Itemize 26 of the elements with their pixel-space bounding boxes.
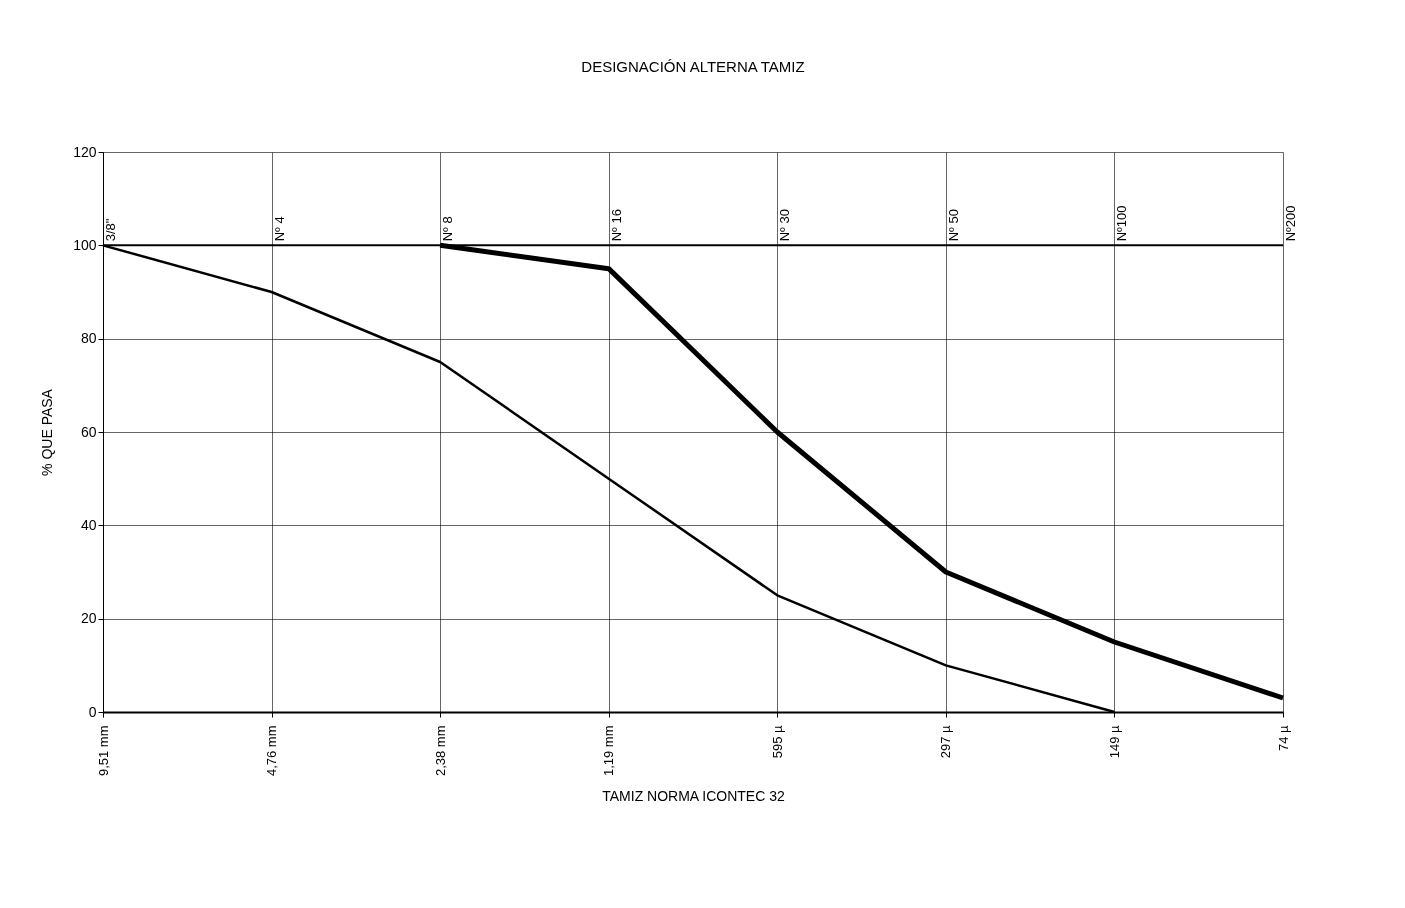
x-tick-label: 1,19 mm <box>601 725 617 777</box>
x-tick-label: 74 µ <box>1275 724 1291 752</box>
annotation: Nº 8 <box>440 216 456 242</box>
x-tick-label: 9,51 mm <box>95 725 111 777</box>
x-tick-label: 595 µ <box>769 725 785 759</box>
x-tick-label: 4,76 mm <box>264 725 280 777</box>
chart-title: DESIGNACIÓN ALTERNA TAMIZ <box>581 58 805 75</box>
y-axis-title: % QUE PASA <box>39 388 56 476</box>
annotation: Nº 50 <box>945 209 961 242</box>
y-tick-label: 100 <box>73 236 97 253</box>
y-tick-label: 120 <box>73 143 97 160</box>
y-tick-label: 20 <box>80 610 97 627</box>
y-tick-label: 80 <box>80 330 97 347</box>
y-tick-label: 40 <box>80 516 97 533</box>
annotation: Nº 16 <box>608 209 624 242</box>
annotation: Nº100 <box>1114 205 1130 242</box>
annotation: Nº 4 <box>271 216 287 242</box>
x-tick-label: 2,38 mm <box>432 725 448 777</box>
annotation: Nº200 <box>1283 205 1298 242</box>
x-tick-label: 149 µ <box>1106 725 1122 759</box>
x-tick-label: 297 µ <box>938 725 954 759</box>
annotation: 3/8" <box>103 218 118 242</box>
annotation: Nº 30 <box>777 209 793 242</box>
x-axis-title: TAMIZ NORMA ICONTEC 32 <box>602 788 785 805</box>
y-tick-label: 60 <box>80 423 97 440</box>
y-tick-label: 0 <box>88 703 97 720</box>
